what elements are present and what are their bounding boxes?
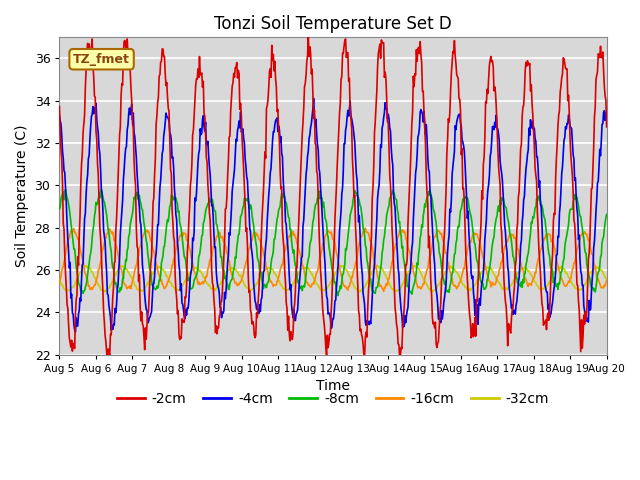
Text: TZ_fmet: TZ_fmet — [73, 53, 130, 66]
X-axis label: Time: Time — [316, 379, 350, 394]
Y-axis label: Soil Temperature (C): Soil Temperature (C) — [15, 125, 29, 267]
Title: Tonzi Soil Temperature Set D: Tonzi Soil Temperature Set D — [214, 15, 452, 33]
Legend: -2cm, -4cm, -8cm, -16cm, -32cm: -2cm, -4cm, -8cm, -16cm, -32cm — [111, 386, 554, 411]
